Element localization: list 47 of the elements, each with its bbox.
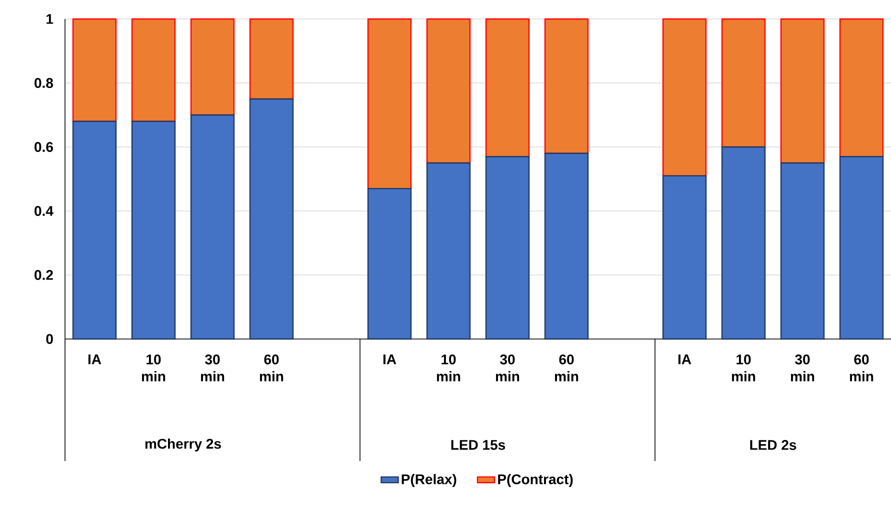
text: mCherry 2s [145, 438, 221, 452]
x-tick-label: 10 min [142, 354, 166, 382]
bar [131, 18, 176, 122]
bar [721, 146, 766, 340]
bar [72, 18, 117, 122]
bar [839, 18, 884, 158]
y-tick-label: 1 [46, 14, 54, 24]
x-tick-label: 10 min [436, 354, 460, 382]
y-tick-label: 0.8 [34, 78, 54, 88]
text: LED 2s [750, 440, 796, 450]
x-tick-label: 60 min [554, 354, 578, 382]
bar [367, 18, 412, 190]
y-tick-label: 0.2 [34, 270, 53, 280]
bar [839, 156, 884, 340]
x-tick-label: 60 min [260, 354, 284, 382]
bar [249, 98, 294, 340]
text: LED 15s [451, 440, 506, 450]
x-tick-label: 60 min [850, 354, 874, 382]
bar [485, 156, 530, 340]
bar [426, 162, 471, 340]
bar [485, 18, 530, 158]
x-tick-label: 30 min [790, 354, 814, 382]
x-tick-label: 30 min [200, 354, 224, 382]
bar [780, 162, 825, 340]
y-tick-label: 0 [46, 334, 53, 344]
x-tick-label: IA [383, 354, 396, 364]
bar [72, 120, 117, 340]
x-tick-label: 30 min [496, 354, 520, 382]
y-tick-label: 0.6 [34, 142, 53, 152]
bar [662, 175, 707, 340]
bar [662, 18, 707, 176]
bar [190, 18, 235, 116]
bar [721, 18, 766, 148]
y-tick-label: 0.4 [34, 206, 54, 216]
bar [780, 18, 825, 164]
bar [190, 114, 235, 340]
legend-label: P(Contract) [498, 474, 573, 488]
bar [131, 120, 176, 340]
bar [426, 18, 471, 164]
legend-label: P(Relax) [402, 474, 456, 488]
bar [249, 18, 294, 100]
bar [544, 18, 589, 154]
x-tick-label: IA [88, 354, 102, 364]
x-tick-label: IA [678, 354, 692, 364]
x-tick-label: 10 min [732, 354, 756, 382]
bar [544, 152, 589, 340]
bar [367, 188, 412, 340]
